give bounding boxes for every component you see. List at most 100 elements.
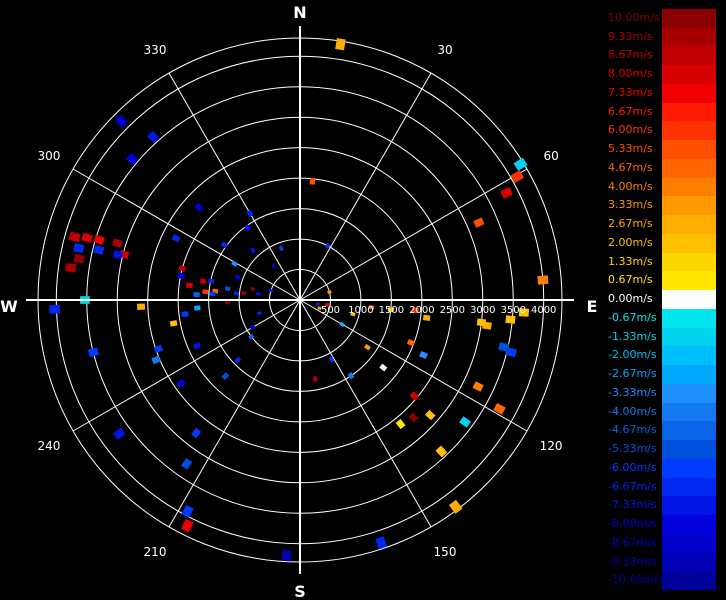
velocity-point <box>176 378 186 388</box>
velocity-point <box>472 381 484 392</box>
colorbar-label: -4.00m/s <box>608 404 657 418</box>
velocity-point <box>193 292 200 298</box>
velocity-point <box>248 333 255 340</box>
velocity-point <box>112 427 126 440</box>
colorbar-label: 2.67m/s <box>608 217 653 231</box>
colorbar-label: -2.67m/s <box>608 367 657 381</box>
velocity-point <box>202 289 209 295</box>
angle-label: 240 <box>37 439 60 453</box>
colorbar-row: -1.33m/s <box>606 327 716 347</box>
velocity-point <box>241 291 247 296</box>
velocity-point <box>498 342 510 352</box>
colorbar-label: 2.00m/s <box>608 235 653 249</box>
velocity-point <box>224 286 231 291</box>
colorbar-label: -8.00m/s <box>608 517 657 531</box>
angle-label: 210 <box>144 545 167 559</box>
colorbar-swatch <box>662 290 716 310</box>
velocity-point <box>147 130 160 144</box>
angle-labels: 30 60 120 150 210 240 300 330 <box>37 43 562 559</box>
velocity-point <box>493 402 506 415</box>
velocity-point <box>181 457 193 470</box>
colorbar-swatch <box>662 458 716 479</box>
velocity-point <box>459 416 472 428</box>
colorbar-row: 1.33m/s <box>606 252 716 272</box>
colorbar-label: 4.67m/s <box>608 160 653 174</box>
colorbar-row: -4.00m/s <box>606 402 716 422</box>
colorbar-swatch <box>662 496 716 516</box>
velocity-point <box>65 263 77 273</box>
colorbar-swatch <box>662 571 716 591</box>
colorbar-label: 8.00m/s <box>608 67 653 81</box>
velocity-point <box>424 409 436 421</box>
radial-spoke <box>72 168 301 301</box>
velocity-point <box>476 318 487 327</box>
colorbar-label: -6.00m/s <box>608 460 657 474</box>
velocity-point <box>448 499 463 514</box>
velocity-point <box>518 308 530 317</box>
velocity-colorbar: 10.00m/s 9.33m/s 8.67m/s 8.00m/s 7.33m/s 6.67… <box>606 9 716 591</box>
colorbar-row: 4.67m/s <box>606 158 716 179</box>
colorbar-label: -1.33m/s <box>608 329 657 343</box>
colorbar-swatch <box>662 533 716 553</box>
velocity-point <box>114 114 129 129</box>
radial-spoke <box>299 299 432 528</box>
velocity-point <box>281 550 292 562</box>
velocity-point <box>171 234 181 243</box>
colorbar-label: -7.33m/s <box>608 498 657 512</box>
angle-label: 300 <box>37 149 60 163</box>
velocity-point <box>231 260 238 267</box>
colorbar-label: -6.67m/s <box>608 479 657 493</box>
velocity-point <box>315 302 320 306</box>
velocity-point <box>221 372 230 381</box>
colorbar-swatch <box>662 196 716 216</box>
range-label: 3500 <box>501 305 526 316</box>
velocity-point <box>72 242 85 254</box>
angle-label: 30 <box>437 43 452 57</box>
velocity-point <box>408 412 419 423</box>
velocity-point <box>177 272 186 279</box>
range-labels: 500 1000 1500 2000 2500 3000 3500 4000 <box>321 305 556 316</box>
colorbar-label: 4.00m/s <box>608 179 653 193</box>
velocity-point <box>500 186 514 199</box>
angle-label: 120 <box>540 439 563 453</box>
colorbar-row: -8.00m/s <box>606 515 716 535</box>
velocity-point <box>510 170 524 184</box>
colorbar-swatch <box>662 215 716 235</box>
colorbar-row: 2.67m/s <box>606 215 716 235</box>
velocity-point <box>339 321 345 328</box>
colorbar-row: 6.67m/s <box>606 102 716 122</box>
velocity-point <box>153 344 163 353</box>
velocity-point <box>406 338 415 347</box>
velocity-point <box>191 427 202 439</box>
colorbar-swatch <box>662 402 716 422</box>
colorbar-swatch <box>662 477 716 497</box>
colorbar-row: 3.33m/s <box>606 196 716 216</box>
axis-crosshair <box>26 26 574 574</box>
range-label: 3000 <box>470 305 495 316</box>
radial-spoke <box>168 72 301 301</box>
velocity-point <box>505 315 516 324</box>
velocity-point <box>387 307 395 313</box>
radar-plot: 500 1000 1500 2000 2500 3000 3500 4000 30 60 120 1… <box>0 3 597 600</box>
velocity-point <box>409 391 420 401</box>
colorbar-row: 10.00m/s <box>606 9 716 29</box>
velocity-point <box>93 234 105 245</box>
radial-spoke <box>72 299 301 432</box>
colorbar-row: 6.00m/s <box>606 121 716 141</box>
radial-spoke <box>299 72 432 301</box>
velocity-point <box>207 278 215 284</box>
velocity-point <box>193 342 201 350</box>
colorbar-swatch <box>662 121 716 141</box>
colorbar-label: -8.67m/s <box>608 535 657 549</box>
velocity-point <box>246 209 254 218</box>
range-label: 4000 <box>531 305 556 316</box>
colorbar-label: 6.67m/s <box>608 104 653 118</box>
colorbar-swatch <box>662 515 716 535</box>
colorbar-swatch <box>662 365 716 385</box>
velocity-point <box>537 275 549 285</box>
colorbar-row: -3.33m/s <box>606 383 716 404</box>
velocity-point <box>312 375 318 383</box>
colorbar-swatch <box>662 46 716 66</box>
velocity-point <box>93 245 105 255</box>
colorbar-row: -4.67m/s <box>606 421 716 441</box>
